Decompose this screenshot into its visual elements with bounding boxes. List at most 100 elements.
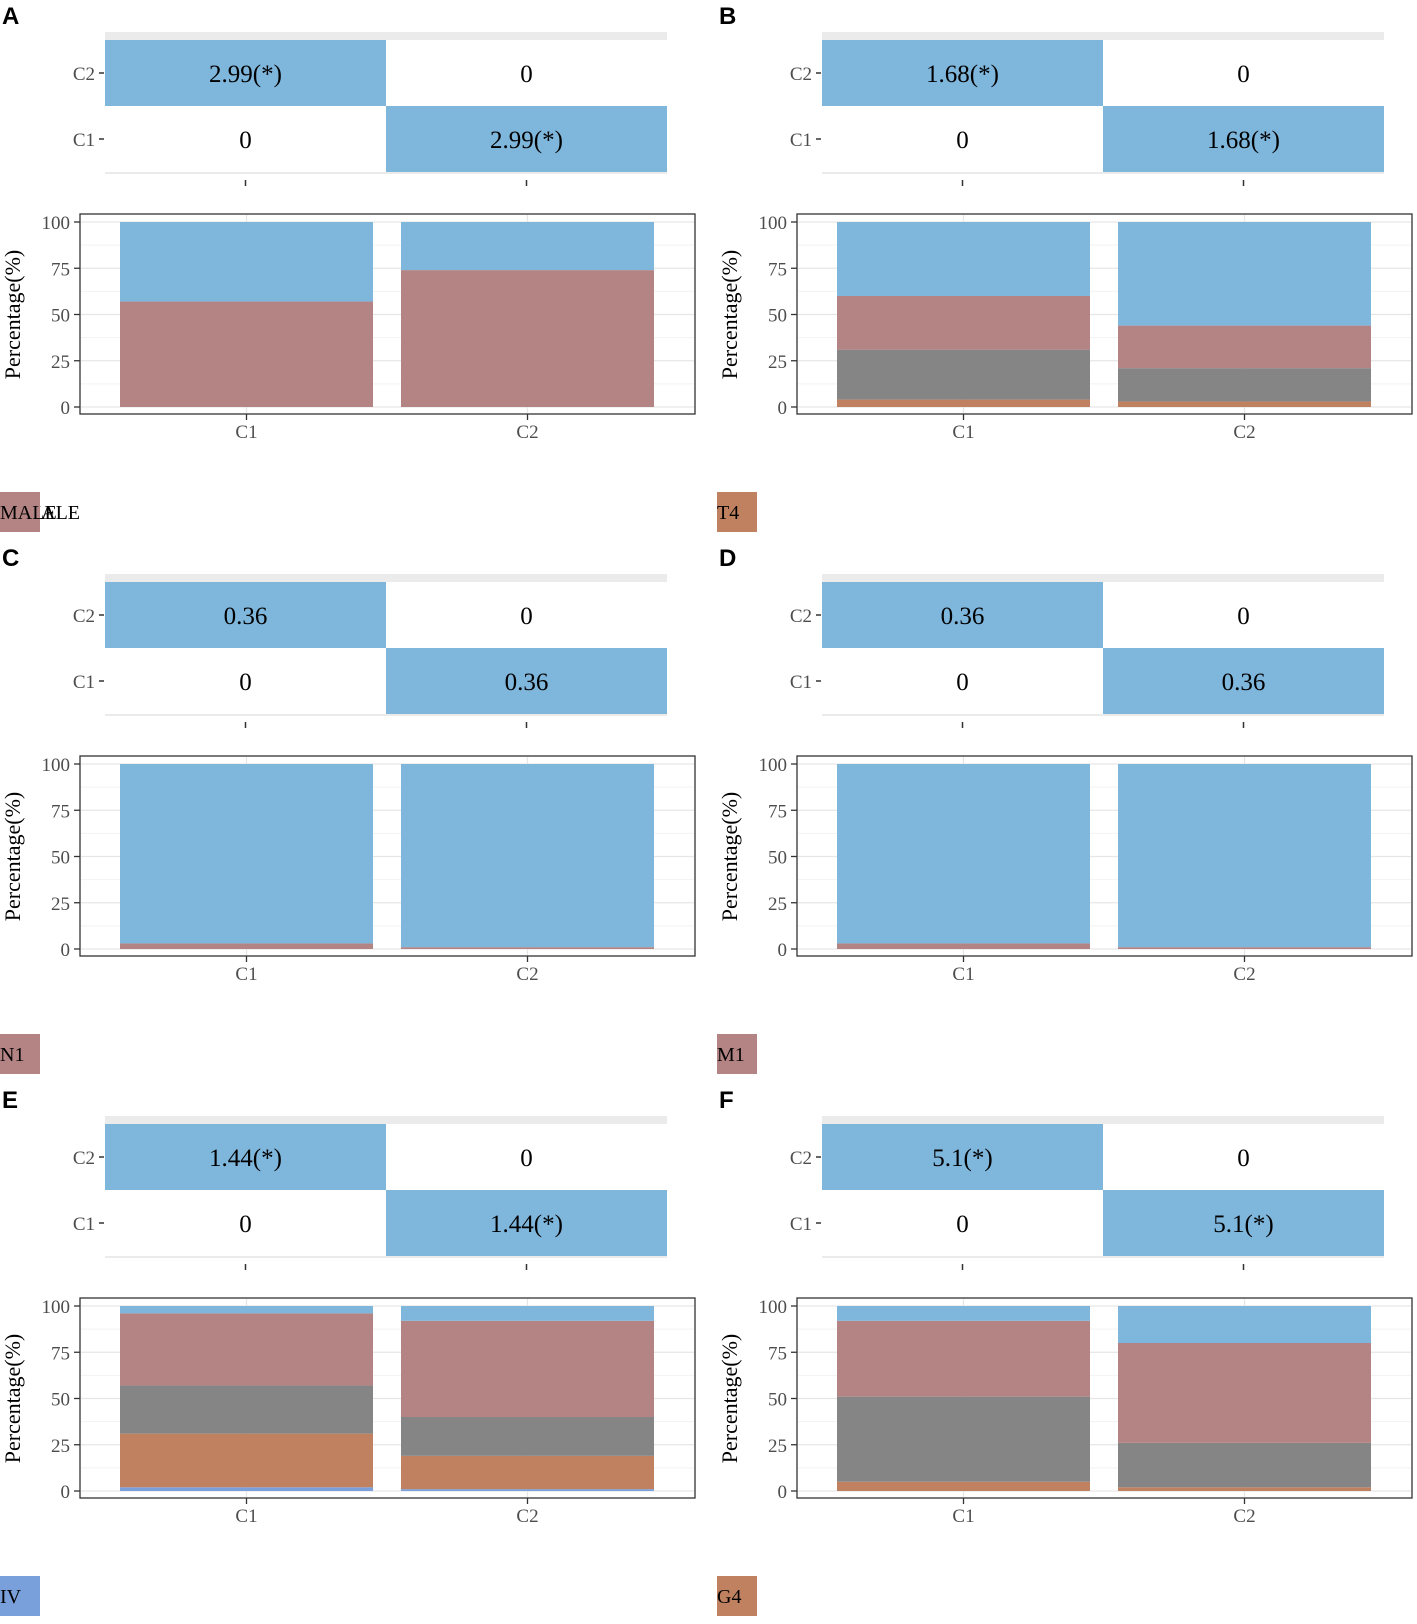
legend-label-n1: N1: [0, 1044, 24, 1066]
heatmap-cell: [386, 1124, 667, 1190]
y-axis-label: Percentage(%): [717, 792, 742, 921]
bar-segment-blank-c1: [120, 1306, 373, 1314]
legend-label-iv: IV: [0, 1586, 22, 1608]
x-tick-label: C1: [952, 422, 974, 443]
y-tick-label: 75: [768, 801, 787, 822]
heatmap-cell-value: 0: [1237, 61, 1250, 88]
bar-segment-g1-c2: [1118, 1306, 1371, 1343]
heatmap-cell-value: 0: [520, 61, 533, 88]
heatmap-cell-value: 1.68(*): [926, 61, 999, 88]
bar-segment-g4-c1: [837, 1481, 1090, 1491]
panel-label-b: B: [719, 3, 736, 30]
heatmap-cell-value: 0: [956, 127, 969, 154]
heatmap-cell: [822, 106, 1103, 172]
heatmap-cell-value: 1.44(*): [490, 1211, 563, 1238]
heatmap-cell: [822, 1190, 1103, 1256]
panel-label-a: A: [2, 3, 19, 30]
y-tick-label: 0: [61, 398, 71, 419]
bar-segment-t4-c2: [1118, 401, 1371, 407]
panel-c: C 0.36 0 C2 0 0.36 C1 0 25 50 75 100 Percentage(%) C1…: [0, 542, 700, 1082]
panel-label-d: D: [719, 545, 736, 572]
bar-segment-iv-c2: [401, 1489, 654, 1491]
heatmap-row-label: C2: [790, 64, 812, 85]
heatmap-cell-value: 5.1(*): [1213, 1211, 1273, 1238]
legend-swatch-iv: [0, 1576, 40, 1616]
bar-segment-m1-c1: [837, 943, 1090, 949]
y-tick-label: 100: [42, 1297, 71, 1318]
y-axis-label: Percentage(%): [717, 250, 742, 379]
y-tick-label: 75: [51, 259, 70, 280]
y-tick-label: 50: [51, 848, 70, 869]
x-tick-label: C2: [1233, 422, 1255, 443]
heatmap-cell: [105, 40, 386, 106]
legend-swatch-g4: [717, 1576, 757, 1616]
panel-c-svg: C 0.36 0 C2 0 0.36 C1 0 25 50 75 100 Percentage(%) C1…: [0, 545, 696, 1074]
panel-d: D 0.36 0 C2 0 0.36 C1 0 25 50 75 100 Percentage(%) C1…: [717, 542, 1417, 1082]
bar-segment-g2-c1: [837, 1320, 1090, 1397]
y-tick-label: 0: [778, 398, 788, 419]
heatmap-row-label: C1: [73, 1214, 95, 1235]
y-tick-label: 100: [759, 213, 788, 234]
y-tick-label: 50: [51, 306, 70, 327]
legend-swatch-male: [0, 492, 40, 532]
heatmap-cell-value: 2.99(*): [490, 127, 563, 154]
bar-segment-male-c2: [401, 270, 654, 407]
heatmap-cell: [1103, 648, 1384, 714]
heatmap-cell-value: 0: [1237, 1145, 1250, 1172]
y-tick-label: 50: [768, 848, 787, 869]
y-tick-label: 25: [768, 352, 787, 373]
y-tick-label: 25: [51, 1436, 70, 1457]
panel-d-svg: D 0.36 0 C2 0 0.36 C1 0 25 50 75 100 Percentage(%) C1…: [717, 545, 1413, 1074]
bar-segment-ii-c2: [401, 1417, 654, 1456]
bar-segment-n1-c2: [401, 947, 654, 949]
heatmap-cell-value: 5.1(*): [932, 1145, 992, 1172]
heatmap-cell: [105, 582, 386, 648]
x-tick-label: C1: [235, 422, 257, 443]
bar-segment-female-c1: [120, 222, 373, 302]
x-tick-label: C2: [1233, 964, 1255, 985]
panel-f-svg: F 5.1(*) 0 C2 0 5.1(*) C1 0 25 50 75 100 Percentage(…: [717, 1087, 1413, 1616]
bar-segment-g4-c2: [1118, 1487, 1371, 1491]
y-tick-label: 0: [61, 1482, 71, 1503]
x-tick-label: C2: [516, 422, 538, 443]
heatmap-cell-value: 0: [520, 1145, 533, 1172]
bar-segment-t2-c2: [1118, 325, 1371, 369]
heatmap-cell: [1103, 106, 1384, 172]
heatmap-cell-value: 2.99(*): [209, 61, 282, 88]
legend-swatch-n1: [0, 1034, 40, 1074]
x-tick-label: C1: [235, 964, 257, 985]
heatmap-cell-value: 0: [239, 1211, 252, 1238]
heatmap-cell: [822, 1124, 1103, 1190]
x-tick-label: C1: [952, 1506, 974, 1527]
bar-segment-g1-c1: [837, 1306, 1090, 1321]
legend-label-g4: G4: [717, 1586, 741, 1608]
heatmap-row-label: C2: [73, 1148, 95, 1169]
heatmap-cell: [105, 1190, 386, 1256]
heatmap-row-label: C1: [73, 130, 95, 151]
heatmap-cell-value: 1.68(*): [1207, 127, 1280, 154]
panel-label-c: C: [2, 545, 19, 572]
heatmap-cell-value: 0.36: [941, 603, 985, 630]
bar-segment-iii-c2: [401, 1455, 654, 1490]
bar-segment-ii-c1: [120, 1385, 373, 1434]
panel-a: A 2.99(*) 0 C2 0 2.99(*) C1 0 25 50 75 100 Percentag…: [0, 0, 700, 540]
bar-segment-g3-c1: [837, 1396, 1090, 1482]
y-axis-label: Percentage(%): [0, 250, 25, 379]
bar-segment-male-c1: [120, 301, 373, 407]
y-tick-label: 50: [768, 306, 787, 327]
heatmap-cell: [386, 1190, 667, 1256]
legend-label-t4: T4: [717, 502, 739, 524]
heatmap-row-label: C2: [73, 64, 95, 85]
bar-segment-i-c1: [120, 1313, 373, 1386]
heatmap-row-label: C2: [73, 606, 95, 627]
panel-a-svg: A 2.99(*) 0 C2 0 2.99(*) C1 0 25 50 75 100 Percentag…: [0, 3, 696, 532]
heatmap-cell-value: 0: [956, 1211, 969, 1238]
heatmap-cell: [822, 40, 1103, 106]
bar-segment-g2-c2: [1118, 1343, 1371, 1443]
panel-f: F 5.1(*) 0 C2 0 5.1(*) C1 0 25 50 75 100 Percentage(…: [717, 1084, 1417, 1624]
y-tick-label: 0: [778, 940, 788, 961]
bar-segment-blank-c2: [401, 1306, 654, 1321]
heatmap-cell: [105, 106, 386, 172]
panel-e-svg: E 1.44(*) 0 C2 0 1.44(*) C1 0 25 50 75 100 Percentag…: [0, 1087, 696, 1616]
